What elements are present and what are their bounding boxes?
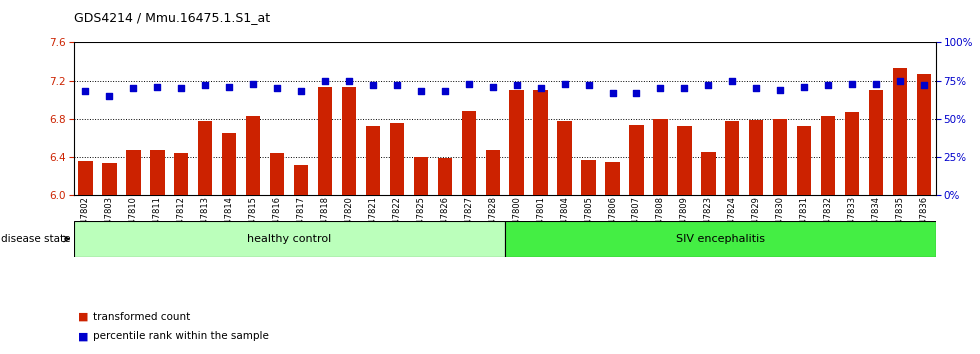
Bar — [510, 90, 524, 195]
Point — [270, 85, 285, 91]
Text: percentile rank within the sample: percentile rank within the sample — [93, 331, 269, 341]
Bar — [438, 158, 452, 195]
Bar — [845, 112, 859, 195]
Point — [197, 82, 213, 88]
Bar — [558, 121, 571, 195]
Bar — [126, 150, 140, 195]
Point — [892, 78, 907, 84]
Bar — [294, 165, 309, 195]
Point — [221, 84, 237, 90]
Point — [341, 78, 357, 84]
Point — [676, 85, 692, 91]
Point — [509, 82, 524, 88]
Bar — [246, 116, 261, 195]
Text: ■: ■ — [78, 312, 89, 322]
Point — [293, 88, 309, 94]
Bar — [198, 121, 213, 195]
Point — [844, 81, 859, 86]
Bar — [150, 150, 165, 195]
Point — [820, 82, 836, 88]
Point — [916, 82, 932, 88]
Bar — [773, 119, 787, 195]
Bar — [342, 87, 356, 195]
Bar — [74, 221, 505, 257]
Point — [389, 82, 405, 88]
Point — [413, 88, 428, 94]
Bar — [366, 126, 380, 195]
Bar — [78, 161, 93, 195]
Point — [77, 88, 93, 94]
Bar — [485, 150, 500, 195]
Point — [605, 90, 620, 96]
Bar — [821, 116, 835, 195]
Point — [701, 82, 716, 88]
Point — [125, 85, 141, 91]
Bar — [318, 87, 332, 195]
Bar — [102, 163, 117, 195]
Bar — [629, 125, 644, 195]
Bar — [462, 111, 476, 195]
Point — [318, 78, 333, 84]
Text: transformed count: transformed count — [93, 312, 190, 322]
Point — [772, 87, 788, 92]
Point — [366, 82, 381, 88]
Text: ■: ■ — [78, 331, 89, 341]
Point — [653, 85, 668, 91]
Bar — [414, 156, 428, 195]
Point — [102, 93, 118, 98]
Point — [868, 81, 884, 86]
Point — [749, 85, 764, 91]
Bar — [893, 68, 907, 195]
Point — [724, 78, 740, 84]
Bar — [606, 162, 619, 195]
Point — [173, 85, 189, 91]
Bar — [654, 119, 667, 195]
Text: SIV encephalitis: SIV encephalitis — [676, 234, 764, 244]
Bar — [222, 133, 236, 195]
Point — [245, 81, 261, 86]
Bar — [869, 90, 883, 195]
Bar — [581, 160, 596, 195]
Point — [628, 90, 644, 96]
Point — [533, 85, 549, 91]
Bar — [533, 90, 548, 195]
Text: GDS4214 / Mmu.16475.1.S1_at: GDS4214 / Mmu.16475.1.S1_at — [74, 11, 270, 24]
Bar — [174, 153, 188, 195]
Bar — [677, 126, 692, 195]
Bar — [390, 123, 404, 195]
Point — [437, 88, 453, 94]
Point — [485, 84, 501, 90]
Point — [797, 84, 812, 90]
Bar — [916, 74, 931, 195]
Bar — [797, 126, 811, 195]
Bar — [505, 221, 936, 257]
Bar — [725, 121, 740, 195]
Bar — [749, 120, 763, 195]
Bar — [701, 152, 715, 195]
Point — [150, 84, 166, 90]
Point — [461, 81, 476, 86]
Point — [581, 82, 597, 88]
Text: healthy control: healthy control — [247, 234, 331, 244]
Text: disease state: disease state — [1, 234, 71, 244]
Point — [557, 81, 572, 86]
Bar — [270, 153, 284, 195]
